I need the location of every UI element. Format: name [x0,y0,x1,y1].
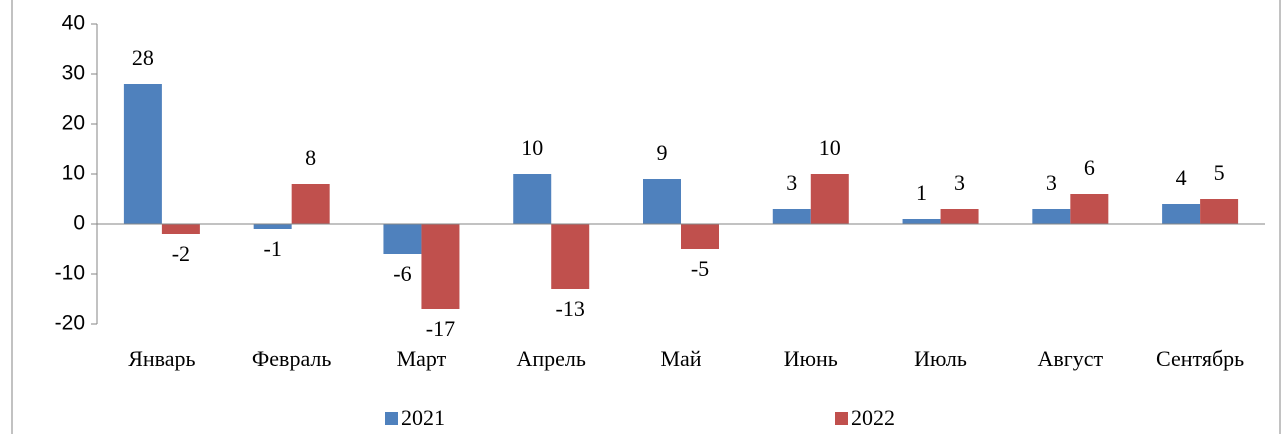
data-label: 3 [954,170,965,195]
data-label: -17 [426,316,455,341]
data-label: -13 [556,296,585,321]
x-tick-label: Апрель [517,346,586,371]
bar [1032,209,1071,224]
chart-frame [11,0,1281,434]
x-tick-label: Июнь [784,346,838,371]
legend-swatch [835,412,848,425]
data-label: -2 [172,241,190,266]
bar [810,174,849,224]
data-label: 3 [1046,170,1057,195]
y-tick-label: 30 [62,62,85,85]
x-tick-label: Январь [128,346,195,371]
bar [643,179,681,224]
x-tick-label: Июль [914,346,967,371]
data-label: -6 [393,261,411,286]
bar [383,224,422,254]
bar [513,174,552,224]
data-label: 10 [521,135,543,160]
data-label: 8 [305,145,316,170]
data-label: 4 [1176,165,1187,190]
x-tick-label: Март [397,346,447,371]
y-tick-label: -20 [55,312,85,335]
bar [902,219,941,224]
bar [253,224,292,229]
bar [1200,199,1239,224]
x-tick-label: Май [660,346,701,371]
y-tick-label: 20 [62,112,85,135]
x-tick-label: Август [1037,346,1103,371]
bar [161,224,200,234]
data-label: 1 [916,180,927,205]
bar [291,184,330,224]
data-label: 3 [786,170,797,195]
legend-label: 2022 [851,405,895,430]
bar [1070,194,1109,224]
x-tick-label: Февраль [252,346,332,371]
data-label: -5 [691,256,709,281]
bar [681,224,719,249]
y-tick-label: -10 [55,262,85,285]
y-tick-label: 0 [73,212,85,235]
bar [551,224,590,289]
bar [421,224,460,309]
data-label: 6 [1084,155,1095,180]
data-label: 9 [657,140,668,165]
y-tick-label: 10 [62,162,85,185]
x-tick-label: Сентябрь [1156,346,1244,371]
bar [940,209,979,224]
data-label: -1 [264,236,282,261]
bar [1162,204,1201,224]
legend-swatch [385,412,398,425]
data-label: 10 [819,135,841,160]
data-label: 5 [1214,160,1225,185]
data-label: 28 [132,45,154,70]
legend-label: 2021 [401,405,445,430]
bar [772,209,811,224]
bar [123,84,162,224]
y-tick-label: 40 [62,12,85,35]
